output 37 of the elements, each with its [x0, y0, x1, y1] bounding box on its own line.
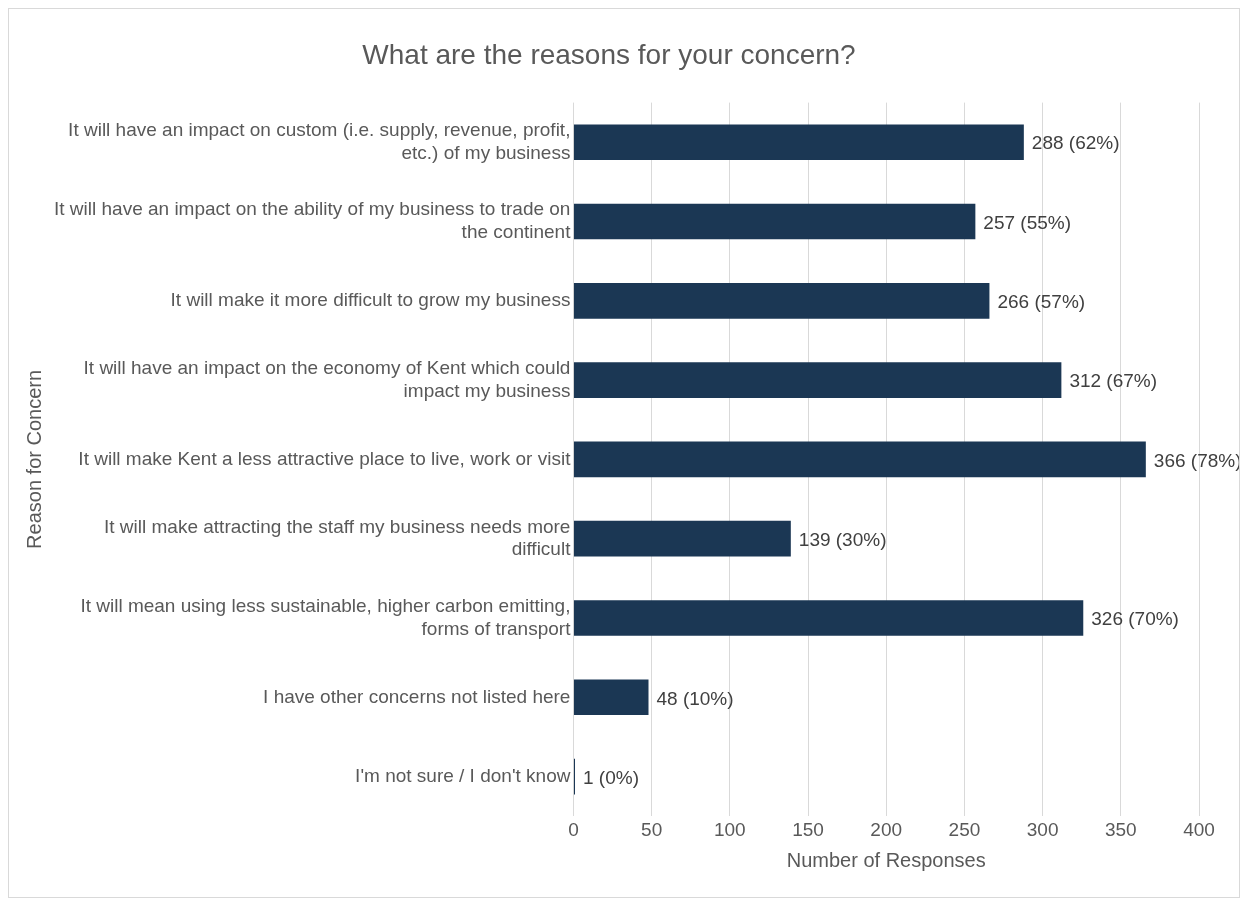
bar	[573, 203, 976, 240]
x-tick-label: 200	[870, 818, 903, 840]
x-tick-label: 400	[1183, 818, 1215, 840]
chart-title: What are the reasons for your concern?	[362, 38, 856, 70]
x-tick-label: 350	[1104, 818, 1137, 840]
y-tick-label: It will have an impact on the economy of Kent which could impact my business	[83, 356, 571, 401]
bar	[573, 282, 990, 319]
x-tick-label: 250	[948, 818, 981, 840]
data-label: 266 (57%)	[997, 291, 1086, 313]
bar	[573, 679, 649, 716]
x-tick-label: 50	[641, 818, 663, 840]
bar	[573, 520, 791, 557]
y-tick-label: I have other concerns not listed here	[263, 685, 571, 707]
x-tick-label: 0	[568, 818, 579, 840]
y-tick-label: I'm not sure / I don't know	[355, 764, 571, 786]
data-label: 139 (30%)	[798, 528, 887, 550]
data-label: 326 (70%)	[1091, 608, 1179, 630]
y-tick-label: It will make it more difficult to grow my business	[170, 289, 571, 311]
y-tick-label: It will have an impact on the ability of my business to trade on the continent	[54, 198, 572, 243]
bar	[573, 600, 1084, 636]
data-label: 1 (0%)	[583, 766, 639, 788]
bar	[573, 362, 1062, 398]
data-label: 312 (67%)	[1069, 370, 1158, 392]
x-tick-label: 100	[713, 818, 746, 840]
x-tick-label: 300	[1026, 818, 1059, 840]
x-tick-label: 150	[792, 818, 824, 840]
y-tick-label: It will have an impact on custom (i.e. supply, revenue, profit, etc.) of my business	[68, 119, 571, 163]
y-axis-title: Reason for Concern	[22, 369, 45, 549]
y-tick-label: It will mean using less sustainable, higher carbon emitting, forms of transport	[80, 594, 572, 639]
data-label: 257 (55%)	[983, 211, 1072, 233]
y-tick-label: It will make Kent a less attractive place to live, work or visit	[78, 447, 572, 469]
bar	[573, 124, 1024, 161]
bar	[573, 441, 1146, 478]
data-label: 48 (10%)	[656, 687, 734, 709]
x-axis-title: Number of Responses	[786, 848, 986, 871]
data-label: 288 (62%)	[1031, 132, 1120, 154]
y-tick-label: It will make attracting the staff my business needs more difficult	[104, 515, 572, 560]
